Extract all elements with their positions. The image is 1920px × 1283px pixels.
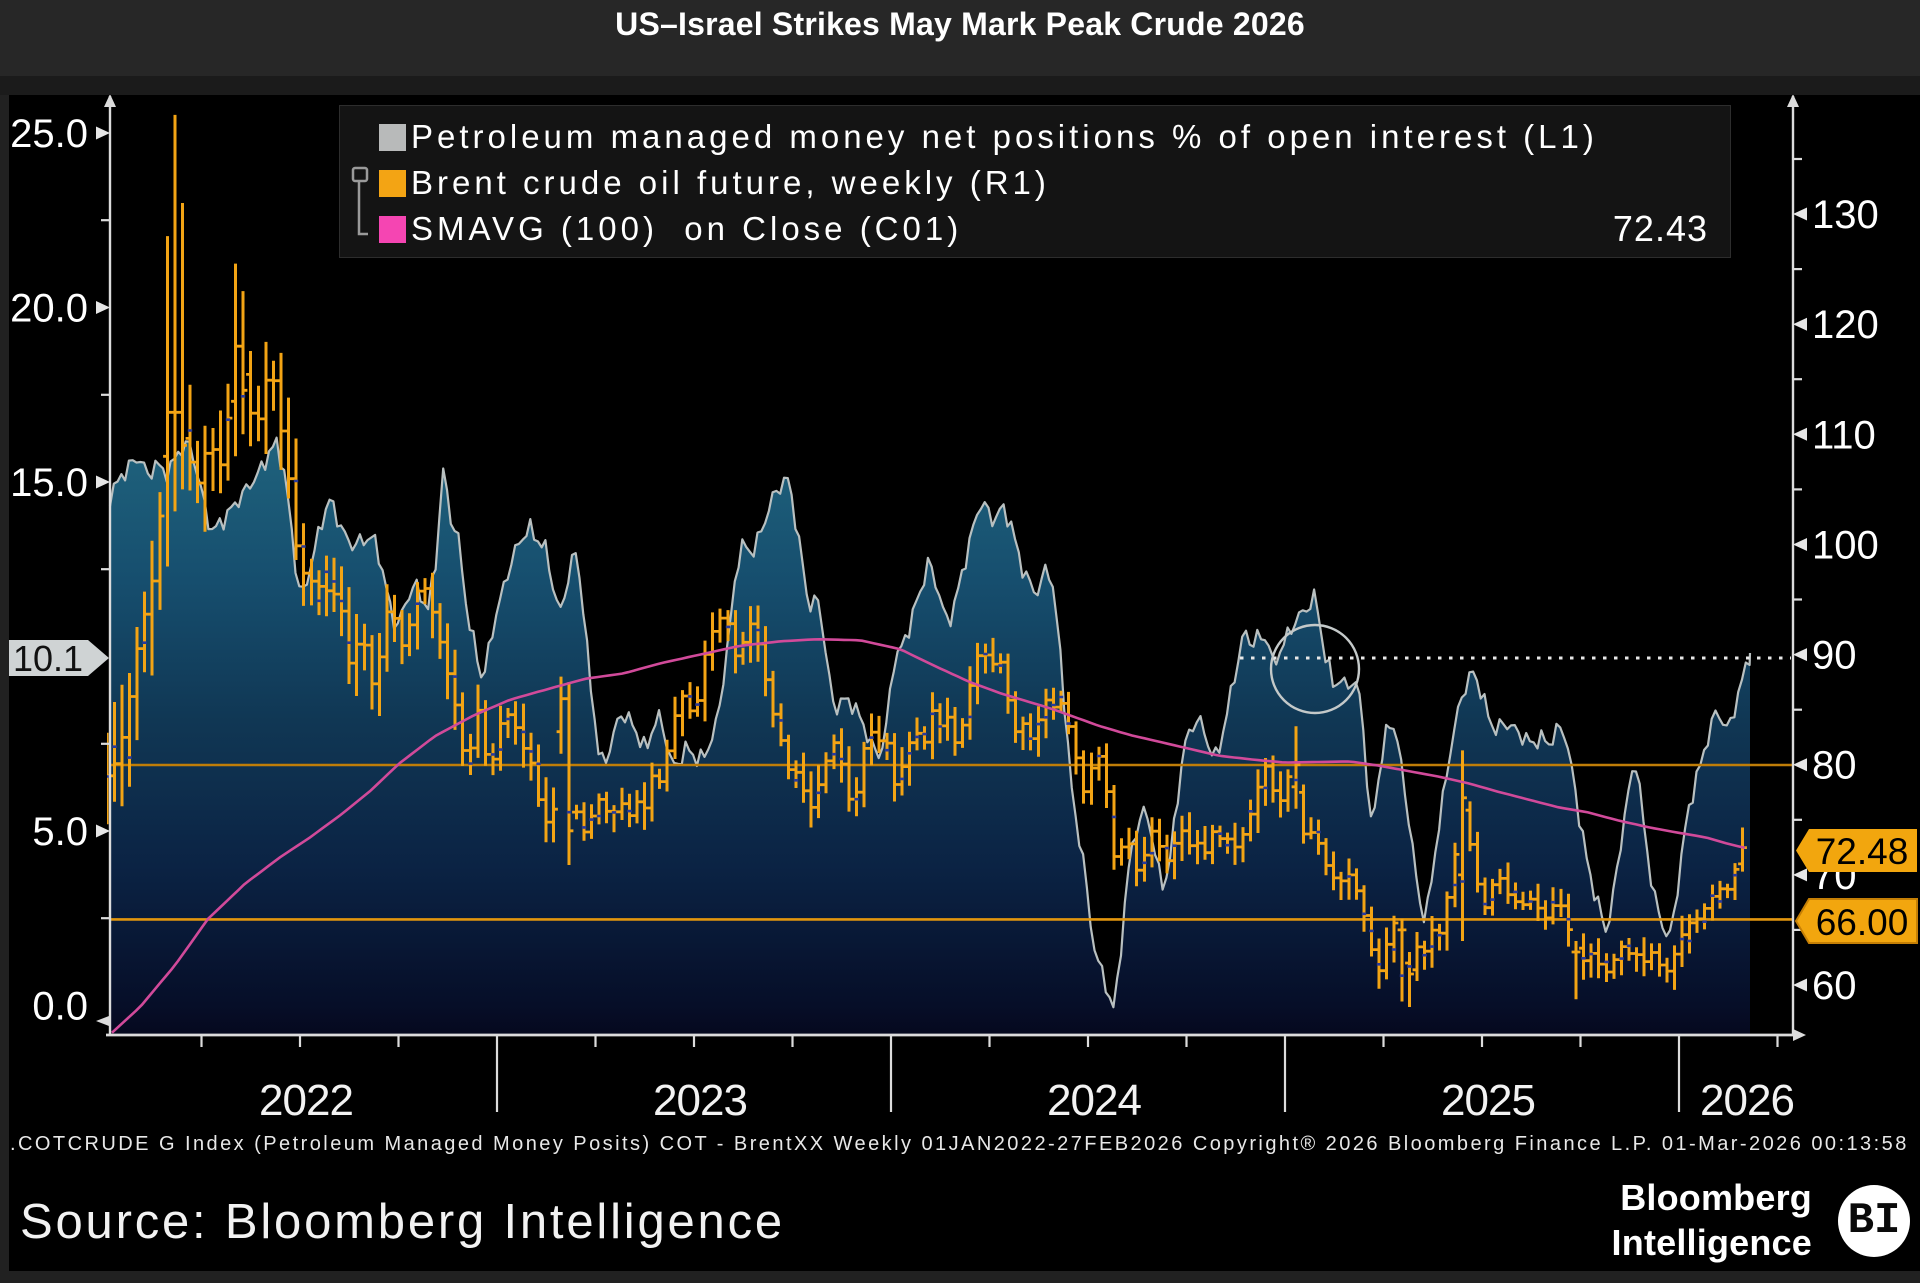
svg-text:66.00: 66.00 — [1816, 902, 1909, 943]
svg-text:2023: 2023 — [653, 1076, 747, 1125]
svg-text:100: 100 — [1812, 524, 1879, 568]
svg-text:0.0: 0.0 — [32, 985, 88, 1029]
svg-text:5.0: 5.0 — [32, 810, 88, 854]
svg-text:2024: 2024 — [1047, 1076, 1141, 1125]
svg-text:120: 120 — [1812, 303, 1879, 347]
svg-text:72.48: 72.48 — [1816, 831, 1909, 872]
svg-text:2025: 2025 — [1441, 1076, 1535, 1125]
svg-text:60: 60 — [1812, 964, 1857, 1008]
svg-text:130: 130 — [1812, 193, 1879, 237]
svg-text:2026: 2026 — [1700, 1076, 1794, 1125]
svg-text:25.0: 25.0 — [10, 112, 88, 156]
svg-text:80: 80 — [1812, 744, 1857, 788]
svg-text:90: 90 — [1812, 634, 1857, 678]
svg-text:20.0: 20.0 — [10, 287, 88, 331]
svg-text:2022: 2022 — [259, 1076, 353, 1125]
svg-text:110: 110 — [1812, 413, 1876, 457]
svg-text:15.0: 15.0 — [10, 461, 88, 505]
svg-text:10.1: 10.1 — [13, 638, 83, 679]
